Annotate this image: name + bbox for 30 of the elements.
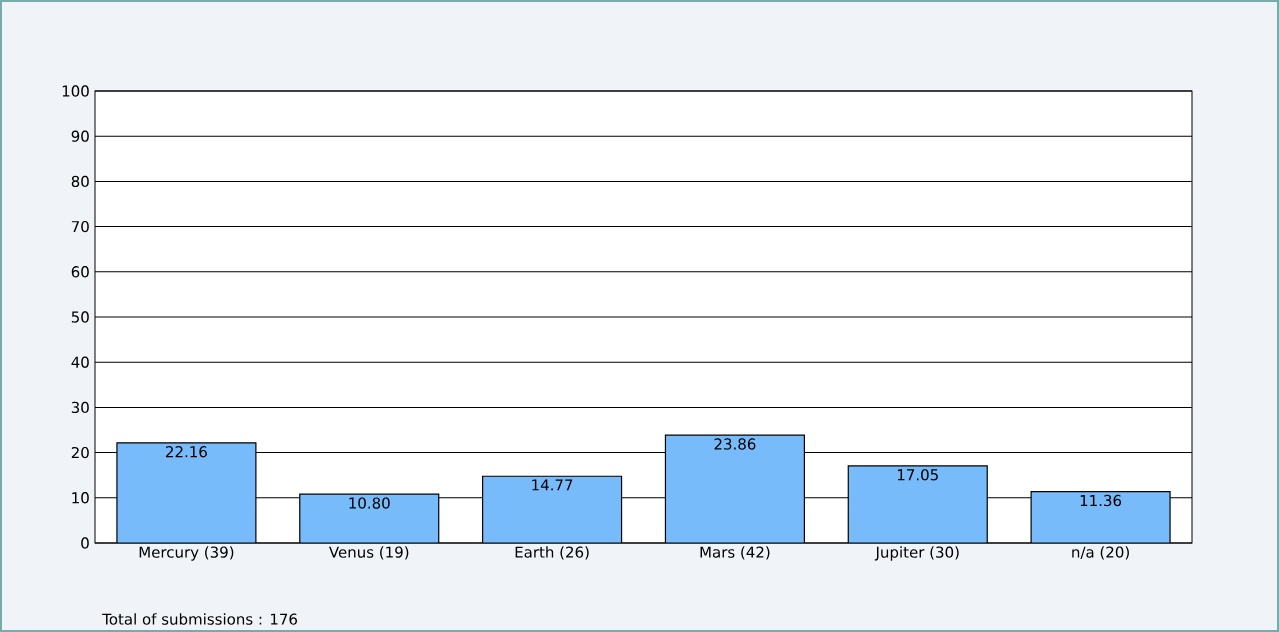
text: Total of submissions : 176 xyxy=(102,613,298,625)
y-tick-label: 0 xyxy=(81,537,89,549)
bar xyxy=(847,465,988,543)
y-tick-label: 50 xyxy=(71,311,89,323)
x-tick-label: Mercury (39) xyxy=(139,546,234,561)
data-label: 17.05 xyxy=(897,469,938,481)
y-tick-label: 40 xyxy=(71,356,89,368)
bar xyxy=(1030,491,1171,543)
data-label: 10.80 xyxy=(349,497,390,509)
y-tick-label: 100 xyxy=(62,85,89,97)
x-tick-label: n/a (20) xyxy=(1072,546,1129,560)
x-tick-label: Earth (26) xyxy=(515,546,589,560)
y-tick-label: 60 xyxy=(71,266,89,278)
x-tick-label: Venus (19) xyxy=(329,546,409,560)
bar xyxy=(664,434,805,543)
x-tick-label: Mars (42) xyxy=(700,546,770,560)
bar xyxy=(482,475,623,543)
y-tick-label: 10 xyxy=(72,492,89,504)
bar xyxy=(299,493,440,543)
data-label: 22.16 xyxy=(166,446,207,458)
y-tick-label: 30 xyxy=(71,401,89,414)
data-label: 23.86 xyxy=(714,438,756,450)
bar xyxy=(116,442,257,543)
x-tick-label: Jupiter (30) xyxy=(874,546,959,561)
data-label: 11.36 xyxy=(1080,494,1122,507)
data-label: 14.77 xyxy=(532,479,573,491)
y-tick-label: 80 xyxy=(71,175,89,188)
y-tick-label: 70 xyxy=(71,220,89,233)
y-tick-label: 90 xyxy=(71,130,89,142)
y-tick-label: 20 xyxy=(71,446,89,459)
